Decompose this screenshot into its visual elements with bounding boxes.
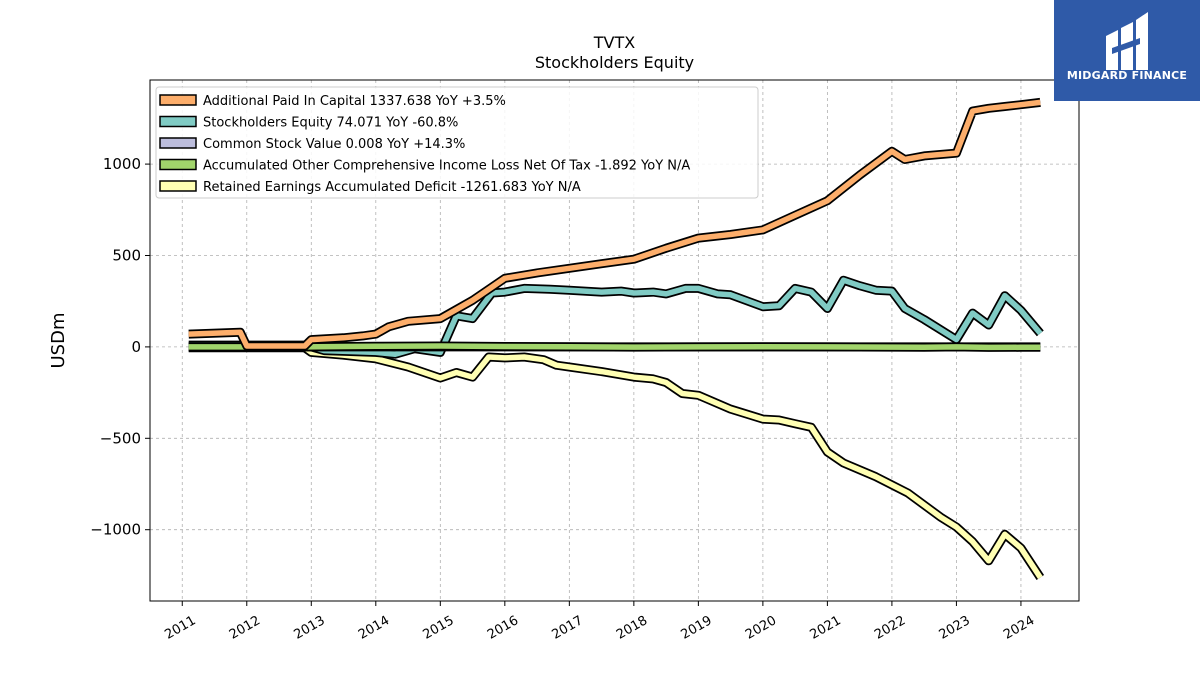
x-tick-label: 2019 (679, 613, 715, 643)
x-tick-label: 2022 (872, 613, 908, 643)
midgard-logo-icon (1106, 12, 1148, 70)
brand-logo: MIDGARD FINANCE (1054, 0, 1200, 101)
x-tick-label: 2013 (291, 613, 327, 643)
legend-swatch (159, 137, 197, 149)
x-tick-label: 2014 (356, 613, 392, 643)
legend-box (155, 86, 759, 199)
x-tick-label: 2023 (937, 613, 973, 643)
chart-title: TVTX (593, 33, 636, 52)
series-outline-4 (188, 343, 1045, 580)
legend-label: Stockholders Equity 74.071 YoY -60.8% (203, 116, 458, 131)
chart-subtitle: Stockholders Equity (534, 53, 695, 72)
brand-name: MIDGARD FINANCE (1066, 69, 1188, 82)
x-tick-label: 2017 (550, 613, 586, 643)
y-tick-label: 500 (112, 246, 141, 264)
series-lines (188, 97, 1045, 580)
legend-label: Accumulated Other Comprehensive Income L… (203, 159, 690, 174)
y-tick-label: 0 (131, 338, 141, 356)
series-line-0 (188, 99, 1041, 349)
legend: Additional Paid In Capital 1337.638 YoY … (155, 86, 759, 199)
x-tick-label: 2016 (485, 613, 521, 643)
legend-swatch (159, 180, 197, 192)
y-tick-label: −500 (100, 429, 141, 447)
x-tick-label: 2018 (614, 613, 650, 643)
axes: 2011 2012 2013 2014 2015 2016 2017 2018 2019 2020… (90, 155, 1037, 643)
x-tick-label: 2015 (420, 613, 456, 643)
y-axis-label: USDm (48, 313, 69, 369)
legend-label: Retained Earnings Accumulated Deficit -1… (203, 180, 581, 195)
y-tick-label: −1000 (90, 521, 141, 539)
x-tick-label: 2024 (1001, 613, 1037, 643)
x-tick-label: 2012 (227, 613, 263, 643)
y-tick-label: 1000 (103, 155, 141, 173)
plot-frame (149, 79, 1080, 602)
legend-label: Additional Paid In Capital 1337.638 YoY … (203, 94, 506, 109)
legend-swatch (159, 115, 197, 128)
x-tick-label: 2021 (808, 613, 844, 643)
x-tick-label: 2020 (743, 613, 779, 643)
legend-label: Common Stock Value 0.008 YoY +14.3% (203, 137, 465, 152)
series-line-3 (188, 343, 1041, 351)
series-line-4 (188, 345, 1043, 580)
legend-swatch (159, 94, 197, 106)
x-tick-label: 2011 (162, 613, 198, 643)
legend-swatch (159, 158, 197, 171)
